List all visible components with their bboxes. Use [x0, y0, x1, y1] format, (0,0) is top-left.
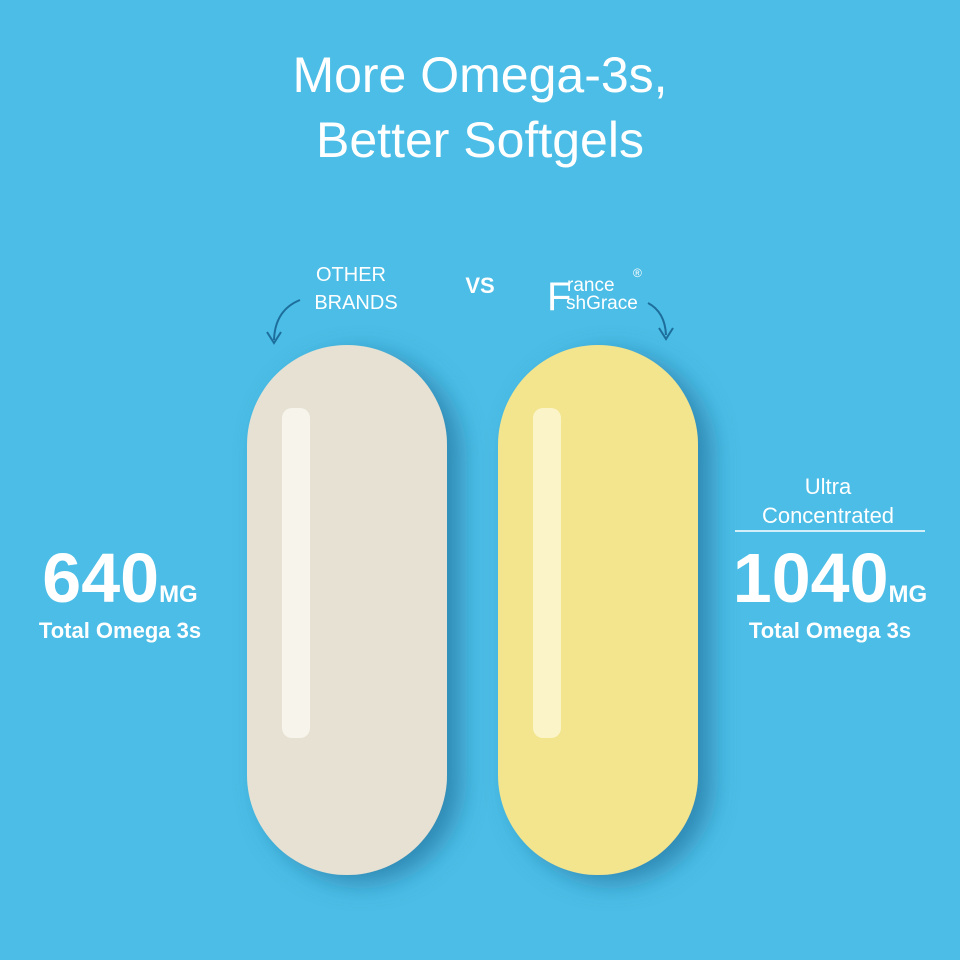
amount-number: 1040: [733, 539, 889, 617]
title-line: Better Softgels: [316, 112, 644, 168]
arrow-head: [658, 327, 674, 341]
softgel-brand: [498, 345, 698, 875]
arrow-head: [266, 331, 282, 345]
amount: 640MG: [42, 539, 197, 617]
amount: 1040MG: [733, 539, 927, 617]
other-brands-label: OTHER: [316, 264, 386, 286]
softgel-other: [247, 345, 447, 875]
amount-unit: MG: [159, 581, 198, 608]
other-brands-label: BRANDS: [314, 292, 397, 314]
amount-number: 640: [42, 539, 159, 617]
logo-initial: F: [547, 275, 571, 319]
badge-text: Concentrated: [762, 503, 894, 528]
logo-text: shGrace: [566, 293, 638, 314]
badge-text: Ultra: [805, 474, 852, 499]
arrow: [273, 299, 301, 341]
softgel-highlight: [282, 408, 310, 738]
logo-text: rance: [567, 275, 615, 296]
logo-mark: ®: [633, 266, 642, 280]
caption: Total Omega 3s: [749, 618, 911, 643]
amount-unit: MG: [889, 581, 928, 608]
caption: Total Omega 3s: [39, 618, 201, 643]
vs-label: VS: [465, 273, 494, 298]
title-line: More Omega-3s,: [292, 47, 667, 103]
softgel-highlight: [533, 408, 561, 738]
arrow: [647, 302, 667, 336]
